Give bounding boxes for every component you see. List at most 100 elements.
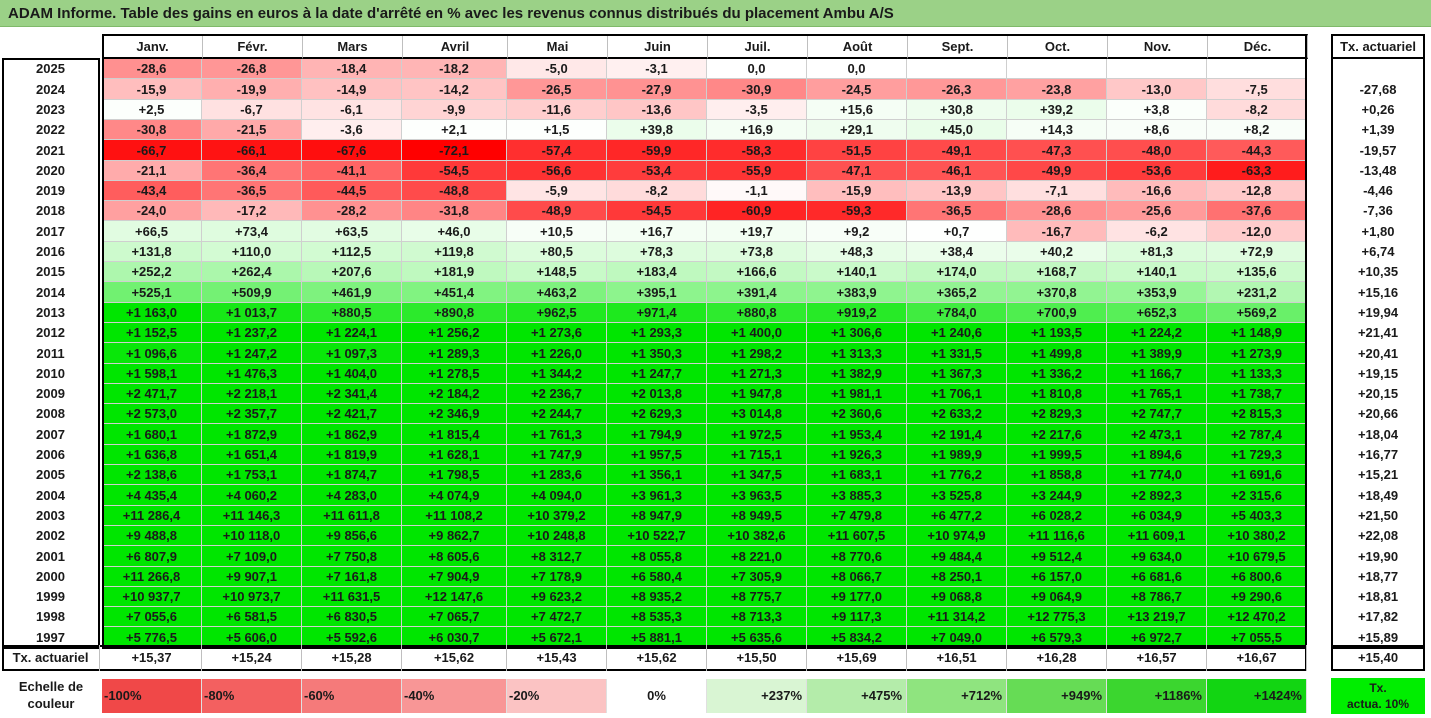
footer-tx-cell: +16,67 bbox=[1207, 645, 1307, 671]
gain-cell: +2 360,6 bbox=[807, 404, 907, 424]
gain-cell: +1 096,6 bbox=[102, 343, 202, 364]
gain-cell: +2 217,6 bbox=[1007, 424, 1107, 445]
gain-cell: +370,8 bbox=[1007, 282, 1107, 303]
gain-cell: +7 161,8 bbox=[302, 567, 402, 587]
gain-cell: +48,3 bbox=[807, 242, 907, 262]
gain-cell: -8,2 bbox=[1207, 100, 1307, 120]
gain-cell: +461,9 bbox=[302, 282, 402, 303]
gain-cell: +2 473,1 bbox=[1107, 424, 1207, 445]
gain-cell: +1 680,1 bbox=[102, 424, 202, 445]
gain-cell: -24,5 bbox=[807, 79, 907, 100]
gain-cell: +2 421,7 bbox=[302, 404, 402, 424]
gain-cell: +11 609,1 bbox=[1107, 526, 1207, 546]
year-label: 2023 bbox=[2, 100, 100, 120]
gain-cell: -6,1 bbox=[302, 100, 402, 120]
gain-cell: +11 108,2 bbox=[402, 506, 507, 526]
gain-cell: +880,5 bbox=[302, 303, 402, 323]
gain-cell: +1 776,2 bbox=[907, 465, 1007, 485]
gain-cell: +8 770,6 bbox=[807, 546, 907, 567]
gain-cell: +5 592,6 bbox=[302, 627, 402, 648]
gain-cell: +8 055,8 bbox=[607, 546, 707, 567]
gain-cell: +1 981,1 bbox=[807, 384, 907, 404]
gain-cell: +40,2 bbox=[1007, 242, 1107, 262]
gain-cell: +262,4 bbox=[202, 262, 302, 282]
gain-cell: -54,5 bbox=[402, 161, 507, 181]
gain-cell: -21,5 bbox=[202, 120, 302, 140]
gain-cell: +13 219,7 bbox=[1107, 607, 1207, 627]
year-label: 2017 bbox=[2, 221, 100, 242]
gain-cell: +1 240,6 bbox=[907, 323, 1007, 343]
footer-tx-cell: +15,62 bbox=[607, 645, 707, 671]
gain-cell: +3 244,9 bbox=[1007, 485, 1107, 506]
gain-cell: -7,1 bbox=[1007, 181, 1107, 201]
year-label: 2018 bbox=[2, 201, 100, 221]
gain-cell: -59,3 bbox=[807, 201, 907, 221]
gain-cell: +2 244,7 bbox=[507, 404, 607, 424]
footer-tx-total: +15,40 bbox=[1357, 650, 1399, 665]
gain-cell: +1 331,5 bbox=[907, 343, 1007, 364]
gain-cell: +1 313,3 bbox=[807, 343, 907, 364]
gain-cell: +2 787,4 bbox=[1207, 424, 1307, 445]
tx-actuariel-cell: +19,15 bbox=[1357, 366, 1399, 381]
year-label: 2003 bbox=[2, 506, 100, 526]
gain-cell: +4 060,2 bbox=[202, 485, 302, 506]
gain-cell: +80,5 bbox=[507, 242, 607, 262]
gain-cell: +19,7 bbox=[707, 221, 807, 242]
gain-cell: +2,5 bbox=[102, 100, 202, 120]
gain-cell: +3 961,3 bbox=[607, 485, 707, 506]
tx-actuariel-cell: +20,66 bbox=[1357, 406, 1399, 421]
tx-actuariel-cell: -4,46 bbox=[1363, 183, 1393, 198]
gain-cell: +38,4 bbox=[907, 242, 1007, 262]
gain-cell: +11 631,5 bbox=[302, 587, 402, 607]
footer-tx-cell: +15,50 bbox=[707, 645, 807, 671]
year-label: 2005 bbox=[2, 465, 100, 485]
gain-cell: +1 350,3 bbox=[607, 343, 707, 364]
gain-cell: +10,5 bbox=[507, 221, 607, 242]
gain-cell: +181,9 bbox=[402, 262, 507, 282]
gain-cell: +2 829,3 bbox=[1007, 404, 1107, 424]
month-header: Mai bbox=[507, 34, 608, 59]
gain-cell bbox=[1207, 59, 1307, 79]
gain-cell: +1 989,9 bbox=[907, 445, 1007, 465]
gain-cell: -43,4 bbox=[102, 181, 202, 201]
gain-cell: +1 289,3 bbox=[402, 343, 507, 364]
gain-cell: 0,0 bbox=[807, 59, 907, 79]
gain-cell: +8 250,1 bbox=[907, 567, 1007, 587]
gain-cell: +1 636,8 bbox=[102, 445, 202, 465]
gain-cell: +16,7 bbox=[607, 221, 707, 242]
gain-cell: +2 013,8 bbox=[607, 384, 707, 404]
gain-cell: +1 953,4 bbox=[807, 424, 907, 445]
gain-cell: +353,9 bbox=[1107, 282, 1207, 303]
footer-tx-cell: +16,28 bbox=[1007, 645, 1107, 671]
month-header: Févr. bbox=[202, 34, 303, 59]
gain-cell: +1 400,0 bbox=[707, 323, 807, 343]
gain-cell bbox=[1007, 59, 1107, 79]
gain-cell: -51,5 bbox=[807, 140, 907, 161]
gain-cell: +1 753,1 bbox=[202, 465, 302, 485]
gain-cell: -9,9 bbox=[402, 100, 507, 120]
gain-cell: +1 237,2 bbox=[202, 323, 302, 343]
footer-tx-cell: +15,62 bbox=[402, 645, 507, 671]
gain-cell: +9 484,4 bbox=[907, 546, 1007, 567]
gain-cell: +1 389,9 bbox=[1107, 343, 1207, 364]
tx-actuariel-cell: +18,77 bbox=[1357, 569, 1399, 584]
gain-cell: +9 512,4 bbox=[1007, 546, 1107, 567]
gain-cell: +10 248,8 bbox=[507, 526, 607, 546]
gain-cell: +12 470,2 bbox=[1207, 607, 1307, 627]
gain-cell: +1 651,4 bbox=[202, 445, 302, 465]
gain-cell: +1 382,9 bbox=[807, 364, 907, 384]
gain-cell: +7 065,7 bbox=[402, 607, 507, 627]
gain-cell: -15,9 bbox=[807, 181, 907, 201]
tx-actuariel-cell: +20,41 bbox=[1357, 346, 1399, 361]
tx-actuariel-cell: +15,21 bbox=[1357, 467, 1399, 482]
gain-cell: +5 403,3 bbox=[1207, 506, 1307, 526]
gain-cell: +7 750,8 bbox=[302, 546, 402, 567]
gain-cell: -48,9 bbox=[507, 201, 607, 221]
gain-cell: +1 224,1 bbox=[302, 323, 402, 343]
gain-cell: +39,8 bbox=[607, 120, 707, 140]
gain-cell: +1 193,5 bbox=[1007, 323, 1107, 343]
gain-cell: +9 634,0 bbox=[1107, 546, 1207, 567]
gain-cell: +174,0 bbox=[907, 262, 1007, 282]
tx-actuariel-cell: -19,57 bbox=[1359, 143, 1397, 158]
gain-cell: +166,6 bbox=[707, 262, 807, 282]
